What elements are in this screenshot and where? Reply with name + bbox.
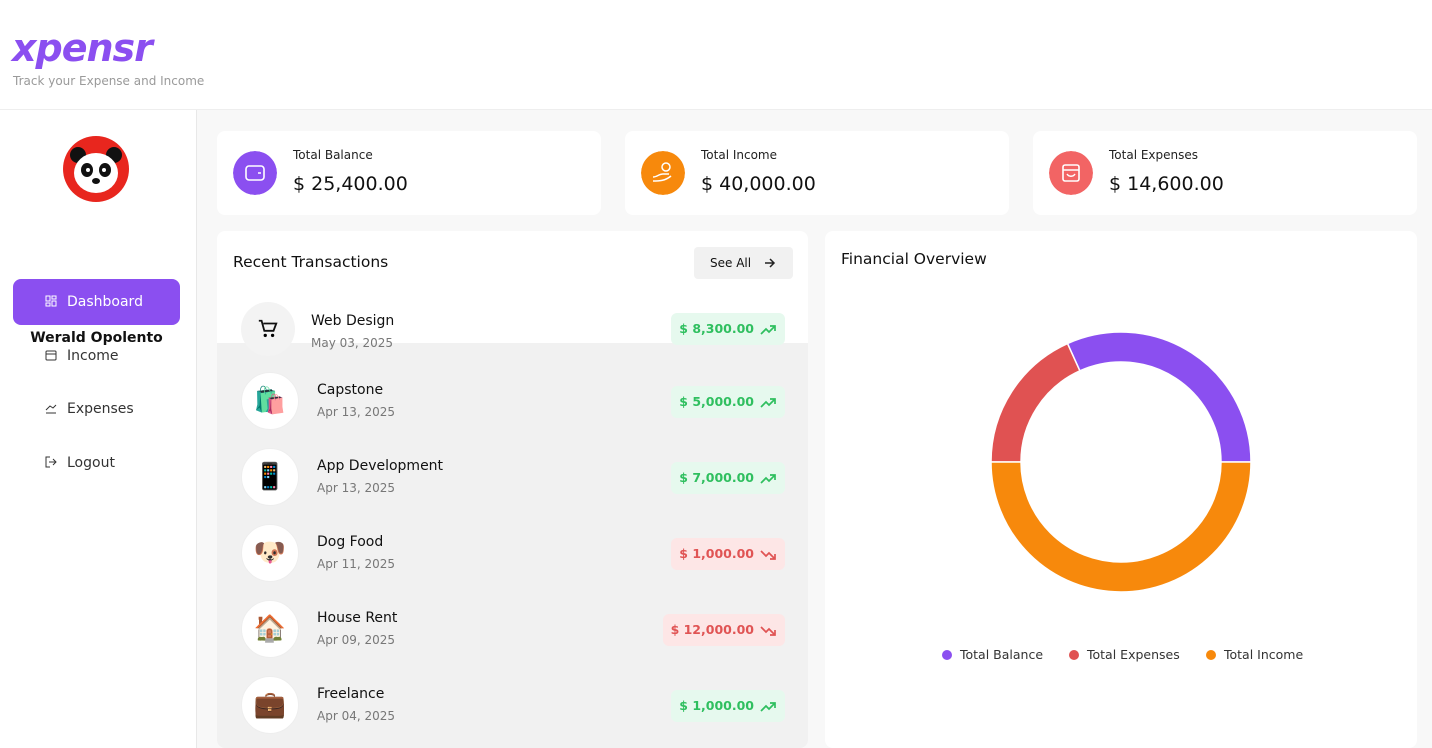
trend-icon xyxy=(760,625,776,636)
card-label: Total Balance xyxy=(293,148,373,162)
trend-icon xyxy=(760,473,776,484)
transaction-name: Freelance xyxy=(317,686,385,702)
see-all-button[interactable]: See All xyxy=(694,247,793,279)
legend-item: Total Expenses xyxy=(1069,647,1180,662)
transaction-row[interactable]: 🐶 Dog Food Apr 11, 2025 $ 1,000.00 xyxy=(217,516,808,592)
transaction-name: Web Design xyxy=(311,313,395,329)
transaction-date: Apr 13, 2025 xyxy=(317,405,396,419)
nav-label: Income xyxy=(67,347,119,364)
legend-swatch xyxy=(1069,650,1079,660)
transactions-panel: Recent Transactions See All Web Design Ma… xyxy=(217,231,808,748)
transaction-row[interactable]: 🛍️ Capstone Apr 13, 2025 $ 5,000.00 xyxy=(217,364,808,440)
nav-item[interactable]: Income xyxy=(13,333,180,379)
transaction-date: May 03, 2025 xyxy=(311,336,394,350)
transaction-date: Apr 13, 2025 xyxy=(317,481,396,495)
transaction-icon: 🏠 xyxy=(241,600,299,658)
transaction-amount: $ 8,300.00 xyxy=(671,313,785,345)
nav-icon xyxy=(45,295,57,307)
transaction-date: Apr 04, 2025 xyxy=(317,709,396,723)
donut-segment xyxy=(1066,331,1252,463)
panel-title: Recent Transactions xyxy=(233,253,389,271)
amount-label: $ 1,000.00 xyxy=(679,546,754,561)
trend-icon xyxy=(760,324,776,335)
logo[interactable]: xpensr xyxy=(12,26,153,70)
card-icon xyxy=(1049,151,1093,195)
card-icon xyxy=(641,151,685,195)
overview-panel: Financial Overview Total Balance Total Ex… xyxy=(825,231,1417,748)
legend-label: Total Balance xyxy=(960,647,1044,662)
transaction-date: Apr 09, 2025 xyxy=(317,633,396,647)
legend-item: Total Income xyxy=(1206,647,1303,662)
donut-segment xyxy=(990,461,1252,593)
header: xpensr Track your Expense and Income xyxy=(0,0,1432,110)
transaction-amount: $ 12,000.00 xyxy=(662,614,785,646)
transaction-name: App Development xyxy=(317,458,444,474)
card-label: Total Expenses xyxy=(1109,148,1199,162)
summary-card: Total Income $ 40,000.00 xyxy=(625,131,1009,215)
transaction-amount: $ 7,000.00 xyxy=(671,462,785,494)
transaction-row[interactable]: 🏠 House Rent Apr 09, 2025 $ 12,000.00 xyxy=(217,592,808,668)
transaction-amount: $ 1,000.00 xyxy=(671,690,785,722)
card-icon-bg xyxy=(233,151,277,195)
trend-icon xyxy=(760,397,776,408)
legend-label: Total Expenses xyxy=(1087,647,1180,662)
amount-label: $ 12,000.00 xyxy=(670,622,754,637)
amount-label: $ 7,000.00 xyxy=(679,470,754,485)
amount-label: $ 8,300.00 xyxy=(679,321,754,336)
tagline: Track your Expense and Income xyxy=(13,74,205,88)
transaction-name: House Rent xyxy=(317,610,398,626)
amount-label: $ 5,000.00 xyxy=(679,394,754,409)
nav-icon xyxy=(45,404,57,414)
summary-card: Total Balance $ 25,400.00 xyxy=(217,131,601,215)
button-label: See All xyxy=(710,256,752,270)
amount-label: $ 1,000.00 xyxy=(679,698,754,713)
card-label: Total Income xyxy=(701,148,777,162)
transaction-row[interactable]: Web Design May 03, 2025 $ 8,300.00 xyxy=(217,291,808,367)
transaction-name: Capstone xyxy=(317,382,384,398)
nav-icon xyxy=(45,456,57,467)
transaction-icon: 💼 xyxy=(241,676,299,734)
card-icon-bg xyxy=(641,151,685,195)
nav-label: Logout xyxy=(67,454,115,471)
transaction-icon: 🐶 xyxy=(241,524,299,582)
avatar xyxy=(63,136,129,202)
card-icon-bg xyxy=(1049,151,1093,195)
card-value: $ 14,600.00 xyxy=(1109,173,1224,195)
nav-label: Dashboard xyxy=(67,294,143,310)
nav-icon xyxy=(45,350,57,360)
cart-icon xyxy=(258,319,278,338)
panel-title: Financial Overview xyxy=(841,250,987,268)
legend-label: Total Income xyxy=(1224,647,1304,662)
nav-label: Expenses xyxy=(67,401,134,417)
donut-segment xyxy=(990,342,1081,463)
card-value: $ 25,400.00 xyxy=(293,173,408,195)
transaction-row[interactable]: 💼 Freelance Apr 04, 2025 $ 1,000.00 xyxy=(217,668,808,744)
transaction-row[interactable]: 📱 App Development Apr 13, 2025 $ 7,000.00 xyxy=(217,440,808,516)
card-value: $ 40,000.00 xyxy=(701,173,816,195)
nav-item[interactable]: Logout xyxy=(13,440,180,486)
transaction-icon xyxy=(241,302,295,356)
transaction-amount: $ 1,000.00 xyxy=(671,538,785,570)
donut-chart xyxy=(990,331,1252,593)
nav-item[interactable]: Expenses xyxy=(13,386,180,432)
card-icon xyxy=(233,151,277,195)
user-name: Werald Opolento xyxy=(30,330,163,346)
legend-swatch xyxy=(1206,650,1216,660)
nav-item[interactable]: Dashboard xyxy=(13,279,180,325)
trend-icon xyxy=(760,549,776,560)
transaction-name: Dog Food xyxy=(317,534,384,550)
transaction-date: Apr 11, 2025 xyxy=(317,557,396,571)
transaction-icon: 🛍️ xyxy=(241,372,299,430)
sidebar: Werald Opolento Dashboard Income Expenses L… xyxy=(0,110,197,748)
summary-card: Total Expenses $ 14,600.00 xyxy=(1033,131,1417,215)
legend-swatch xyxy=(942,650,952,660)
legend-item: Total Balance xyxy=(942,647,1043,662)
transaction-icon: 📱 xyxy=(241,448,299,506)
transaction-amount: $ 5,000.00 xyxy=(671,386,785,418)
trend-icon xyxy=(760,701,776,712)
arrow-icon xyxy=(765,258,776,268)
